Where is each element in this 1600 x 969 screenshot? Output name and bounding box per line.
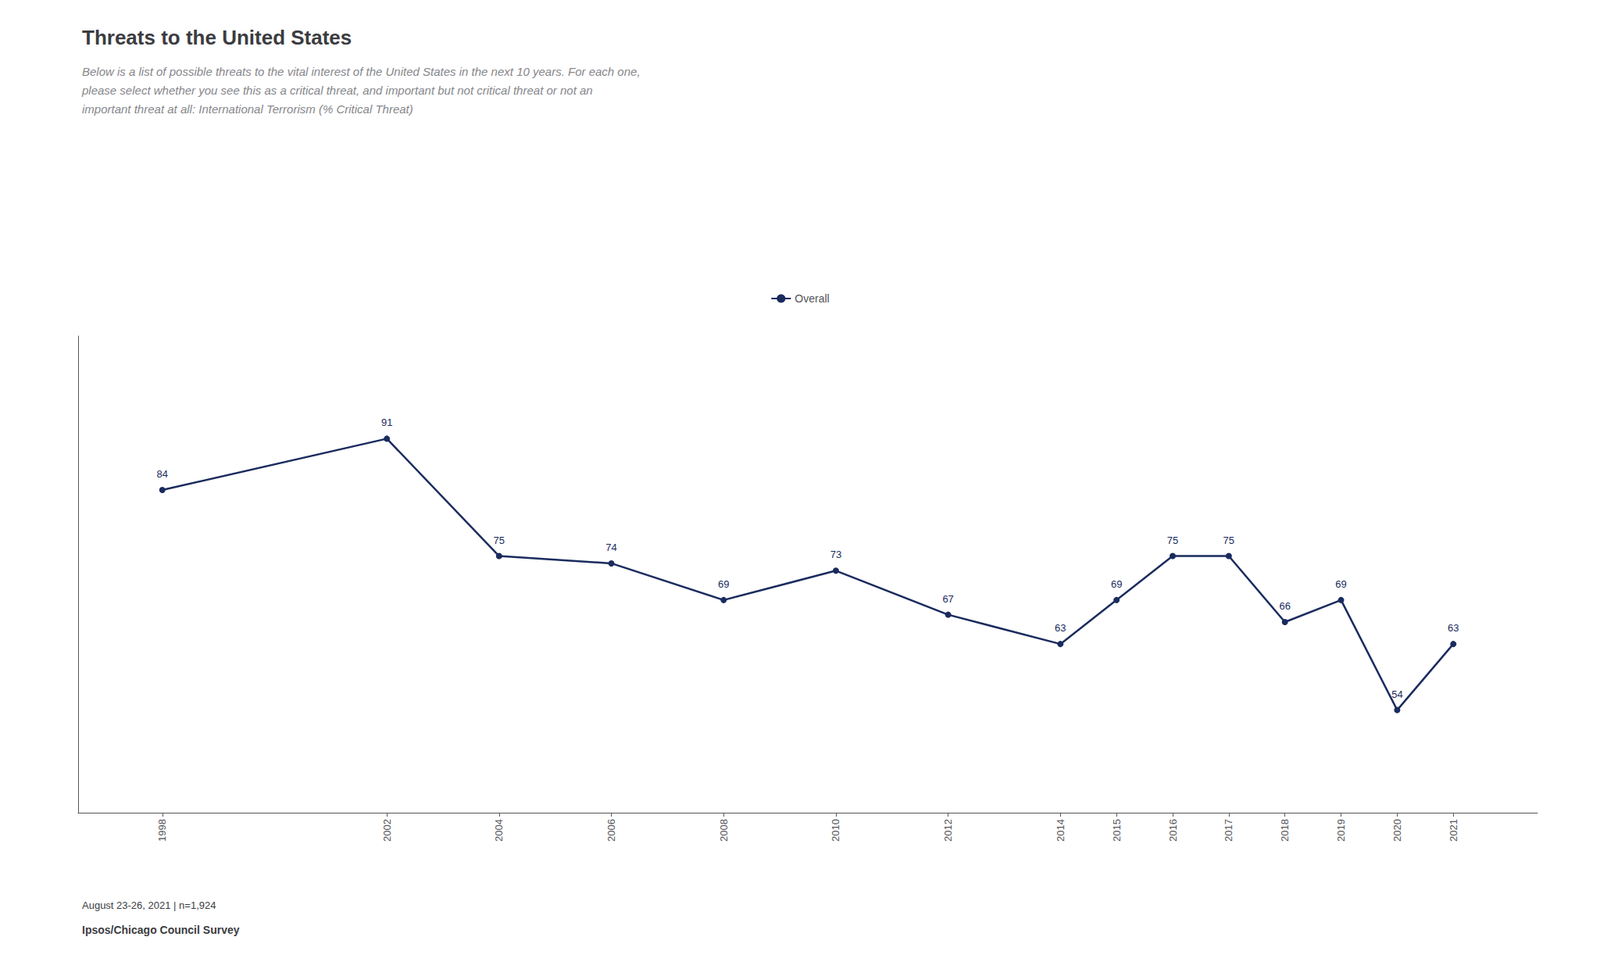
svg-text:Below is a list of possible th: Below is a list of possible threats to t…	[82, 64, 641, 79]
svg-text:75: 75	[493, 534, 505, 547]
svg-text:Overall: Overall	[794, 292, 829, 305]
svg-text:91: 91	[381, 416, 393, 429]
svg-text:2012: 2012	[942, 818, 954, 842]
svg-text:63: 63	[1054, 621, 1066, 634]
svg-text:2015: 2015	[1110, 818, 1123, 842]
svg-text:2017: 2017	[1222, 818, 1235, 842]
svg-text:73: 73	[830, 548, 842, 561]
svg-text:74: 74	[605, 541, 617, 554]
svg-text:69: 69	[1335, 578, 1347, 590]
svg-text:84: 84	[157, 467, 168, 480]
svg-text:2019: 2019	[1335, 818, 1347, 842]
svg-text:75: 75	[1223, 534, 1235, 547]
svg-text:2006: 2006	[605, 818, 618, 842]
svg-text:1998: 1998	[156, 818, 168, 842]
svg-text:2004: 2004	[492, 818, 505, 842]
svg-text:69: 69	[1110, 578, 1122, 590]
svg-text:63: 63	[1447, 621, 1459, 634]
svg-text:2008: 2008	[717, 818, 730, 842]
svg-text:2016: 2016	[1167, 818, 1179, 842]
svg-text:2014: 2014	[1054, 818, 1067, 842]
svg-text:2010: 2010	[829, 818, 842, 842]
svg-text:2002: 2002	[381, 818, 393, 842]
svg-text:2021: 2021	[1447, 818, 1460, 842]
svg-text:please select whether you see: please select whether you see this as a …	[81, 83, 593, 97]
svg-text:Ipsos/Chicago Council Survey: Ipsos/Chicago Council Survey	[82, 923, 240, 936]
svg-text:67: 67	[942, 592, 954, 605]
svg-text:Threats to the United States: Threats to the United States	[82, 25, 352, 50]
svg-text:2020: 2020	[1391, 818, 1404, 842]
svg-text:69: 69	[717, 578, 729, 590]
svg-text:important threat at all: Inter: important threat at all: International T…	[82, 102, 414, 116]
svg-text:August 23-26, 2021 | n=1,924: August 23-26, 2021 | n=1,924	[82, 899, 216, 911]
svg-text:54: 54	[1391, 688, 1403, 700]
svg-text:75: 75	[1167, 534, 1179, 547]
svg-text:66: 66	[1278, 600, 1290, 612]
svg-text:2018: 2018	[1278, 818, 1291, 842]
